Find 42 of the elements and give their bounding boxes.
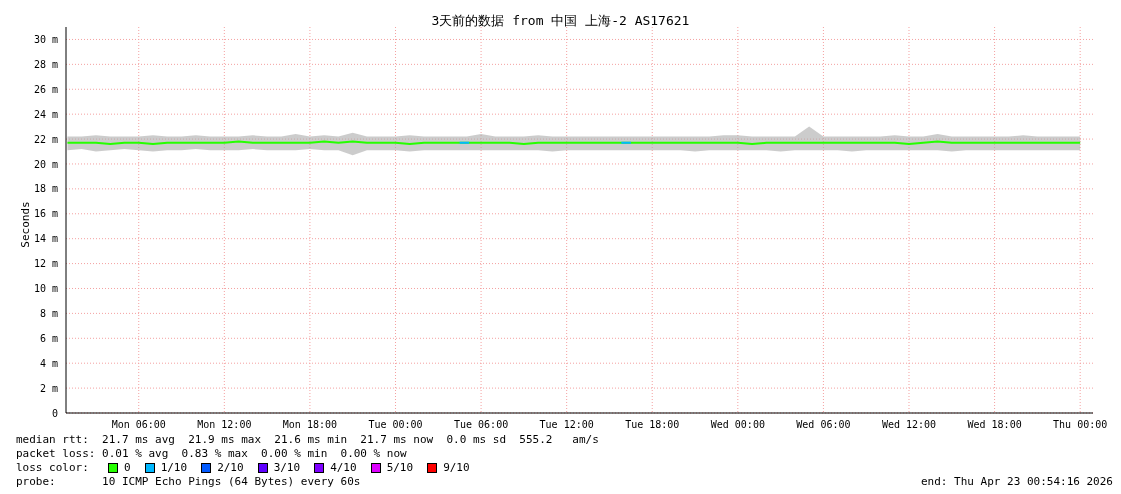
x-tick-label: Mon 12:00: [197, 419, 252, 431]
text: probe: 10 ICMP Echo Pings (64 Bytes) every 60s: [16, 475, 361, 489]
y-tick-label: 10 m: [33, 283, 58, 295]
text: packet loss: 0.01 % avg 0.83 % max 0.00 % min 0.00 % now: [16, 447, 408, 461]
legend-label: 4/10: [330, 461, 357, 475]
y-tick-label: 30 m: [33, 34, 58, 45]
y-tick-label: 22 m: [33, 133, 58, 145]
y-tick-label: 12 m: [33, 258, 58, 270]
legend-label: 2/10: [217, 461, 244, 475]
legend-label: 3/10: [273, 461, 301, 475]
x-tick-label: Tue 12:00: [539, 419, 594, 431]
legend-label: 0: [124, 461, 131, 475]
y-tick-label: 4 m: [39, 357, 58, 369]
x-tick-label: Tue 18:00: [625, 419, 680, 431]
y-tick-label: 24 m: [33, 108, 58, 120]
legend-label: 5/10: [386, 461, 414, 475]
legend-label: 9/10: [443, 461, 470, 475]
text: end: Thu Apr 23 00:54:16 2026: [920, 475, 1113, 489]
chart-title: 3天前的数据 from 中国 上海-2 AS17621: [430, 12, 691, 30]
x-tick-label: Wed 18:00: [967, 419, 1022, 431]
legend-title: loss color:: [16, 461, 90, 475]
y-tick-label: 8 m: [39, 307, 58, 319]
x-tick-label: Wed 06:00: [796, 419, 851, 431]
x-tick-label: Wed 12:00: [881, 419, 937, 431]
y-tick-label: 26 m: [33, 83, 58, 95]
x-tick-label: Tue 06:00: [453, 419, 509, 431]
y-tick-label: 16 m: [33, 208, 58, 220]
x-tick-label: Wed 00:00: [710, 419, 765, 431]
x-tick-label: Mon 06:00: [111, 419, 166, 431]
x-tick-label: Thu 00:00: [1053, 419, 1108, 431]
y-tick-label: 18 m: [33, 183, 58, 195]
y-tick-label: 2 m: [39, 382, 58, 394]
y-axis-title: Seconds: [18, 200, 32, 250]
x-tick-label: Mon 18:00: [282, 419, 338, 431]
legend-label: 1/10: [160, 461, 188, 475]
y-tick-label: 28 m: [33, 58, 58, 70]
text: median rtt: 21.7 ms avg 21.9 ms max 21.6 ms min 21.7 ms now 0.0 ms sd 555.2 am/s: [16, 433, 600, 447]
y-tick-label: 6 m: [39, 332, 58, 344]
y-tick-label: 20 m: [33, 158, 58, 170]
y-tick-label: 14 m: [33, 233, 58, 245]
y-tick-label: 0: [51, 407, 58, 419]
x-tick-label: Tue 00:00: [368, 419, 423, 431]
